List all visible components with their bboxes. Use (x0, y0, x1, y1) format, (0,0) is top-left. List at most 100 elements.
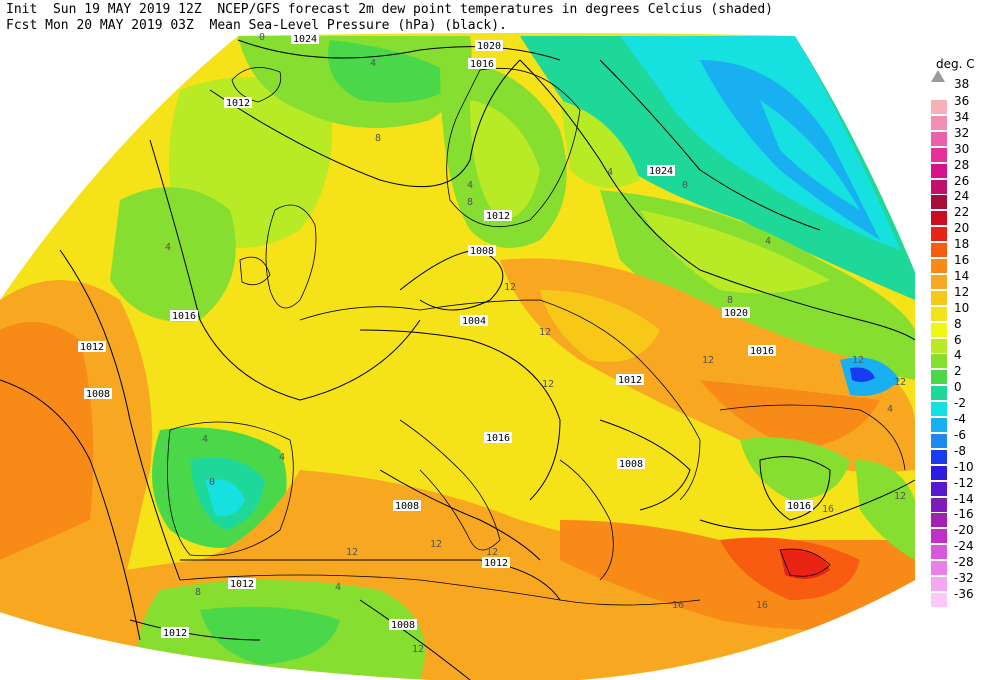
svg-text:1012: 1012 (618, 375, 642, 386)
legend-swatch (931, 290, 947, 305)
isobar-label: 1004 (460, 315, 488, 327)
legend-label: -2 (954, 396, 966, 411)
dewpoint-label: 0 (682, 180, 688, 191)
isobar-label: 1008 (393, 500, 421, 512)
isobar-label: 1016 (748, 345, 776, 357)
dewpoint-labels: 4 8 4 4 8 4 12 12 12 12 12 0 4 8 12 12 1… (165, 32, 906, 655)
legend-swatch (931, 577, 947, 591)
legend-swatch (931, 529, 947, 544)
legend-swatch (931, 274, 947, 289)
legend-label: -6 (954, 427, 966, 442)
legend-label: 36 (954, 94, 970, 108)
legend-label: 14 (954, 268, 970, 283)
header-line-2: Fcst Mon 20 MAY 2019 03Z Mean Sea-Level … (6, 18, 507, 33)
svg-text:1016: 1016 (486, 433, 510, 444)
dewpoint-label: 16 (822, 504, 834, 515)
legend-swatch (931, 179, 947, 194)
legend-swatch (931, 449, 947, 464)
isobar-label: 1012 (616, 374, 644, 386)
dewpoint-label: 12 (542, 379, 554, 390)
dewpoint-label: 4 (370, 58, 376, 69)
svg-text:1004: 1004 (462, 316, 486, 327)
legend-label: -24 (954, 539, 974, 554)
isobar-label: 1020 (475, 40, 503, 52)
isobar-label: 1016 (170, 310, 198, 322)
legend-swatch (931, 195, 947, 210)
legend-label: -20 (954, 523, 974, 538)
dewpoint-label: 8 (375, 133, 381, 144)
legend-label: -36 (954, 586, 974, 601)
legend-swatch (931, 131, 947, 146)
legend-label: 30 (954, 141, 970, 156)
legend-label: 28 (954, 157, 970, 172)
legend-swatch (931, 513, 947, 528)
dewpoint-label: 12 (894, 491, 906, 502)
svg-text:1016: 1016 (787, 501, 811, 512)
legend-label: -32 (954, 571, 974, 585)
legend-label: -12 (954, 475, 974, 490)
dewpoint-label: 8 (195, 587, 201, 598)
dewpoint-label: 8 (727, 295, 733, 306)
legend-label: 18 (954, 237, 970, 252)
dewpoint-label: 4 (279, 452, 285, 463)
dewpoint-label: 12 (346, 547, 358, 558)
isobar-label: 1024 (647, 165, 675, 177)
legend-label: 0 (954, 380, 962, 395)
legend-swatch (931, 306, 947, 321)
dewpoint-label: 0 (209, 477, 215, 488)
dewpoint-label: 12 (539, 327, 551, 338)
legend-swatch (931, 561, 947, 576)
legend-label: -14 (954, 491, 974, 506)
svg-text:1024: 1024 (649, 166, 673, 177)
svg-text:1008: 1008 (470, 246, 494, 257)
dewpoint-label: 12 (486, 547, 498, 558)
dewpoint-label: 4 (335, 582, 341, 593)
legend-label: 4 (954, 348, 962, 363)
isobar-labels: 1024 1020 1016 1012 1012 1008 1016 1012 … (78, 33, 813, 639)
legend-label: 8 (954, 316, 962, 331)
legend-unit: deg. C (936, 57, 975, 71)
svg-text:1016: 1016 (172, 311, 196, 322)
legend-max-triangle-icon (931, 70, 945, 82)
isobar-label: 1012 (224, 97, 252, 109)
dewpoint-label: 4 (887, 404, 893, 415)
svg-text:1008: 1008 (86, 389, 110, 400)
dewpoint-label: 12 (412, 644, 424, 655)
dewpoint-label: 4 (165, 242, 171, 253)
legend-label: 10 (954, 300, 970, 315)
legend-label: 16 (954, 253, 970, 267)
coastlines (167, 67, 906, 606)
isobar-label: 1008 (468, 245, 496, 257)
legend-swatch (931, 592, 947, 607)
legend-swatch (931, 497, 947, 512)
svg-text:1008: 1008 (391, 620, 415, 631)
legend-label: 24 (954, 189, 970, 204)
isobar-label: 1012 (78, 341, 106, 353)
isobar-label: 1024 (291, 33, 319, 45)
dewpoint-label: 12 (702, 355, 714, 366)
legend-label: 34 (954, 109, 970, 124)
legend-swatch (931, 338, 947, 353)
legend-swatch (931, 386, 947, 401)
dewpoint-label: 4 (467, 180, 473, 191)
header-line-1: Init Sun 19 MAY 2019 12Z NCEP/GFS foreca… (6, 2, 774, 17)
legend-swatch (931, 147, 947, 162)
legend-label: -8 (954, 443, 966, 458)
legend-swatch (931, 100, 947, 114)
legend-label: 26 (954, 173, 970, 188)
map-field (0, 33, 915, 680)
legend-swatch (931, 465, 947, 480)
legend-label: -4 (954, 412, 966, 426)
dewpoint-label: 4 (202, 434, 208, 445)
svg-text:1008: 1008 (395, 501, 419, 512)
legend-label: -10 (954, 459, 974, 474)
isobar-label: 1016 (468, 58, 496, 70)
svg-text:1012: 1012 (486, 211, 510, 222)
legend-label: -16 (954, 507, 974, 522)
dewpoint-label: 8 (467, 197, 473, 208)
svg-text:1008: 1008 (619, 459, 643, 470)
legend-label: 20 (954, 221, 970, 236)
svg-text:1012: 1012 (163, 628, 187, 639)
legend-swatch (931, 163, 947, 178)
